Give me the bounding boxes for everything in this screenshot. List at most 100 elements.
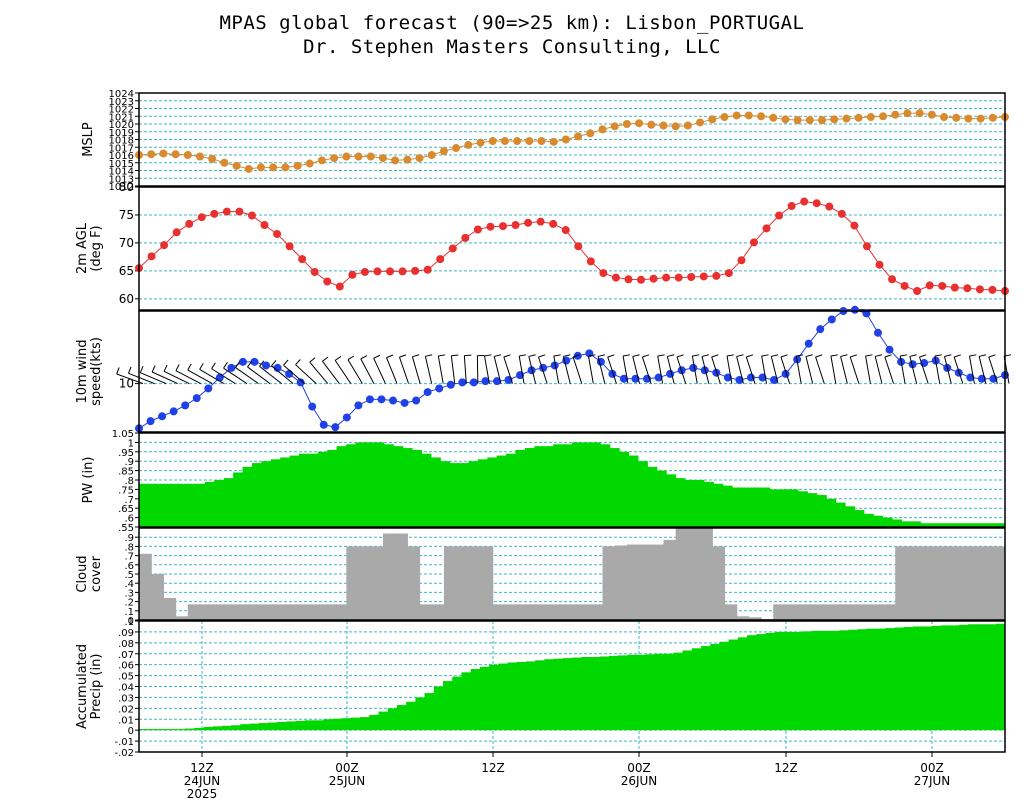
wind-point xyxy=(365,395,374,404)
wind-barb-flag xyxy=(865,354,873,357)
temp-point xyxy=(273,229,282,238)
wind-point xyxy=(146,417,155,426)
wind-barb-flag xyxy=(386,354,394,359)
precip-bar xyxy=(958,624,969,731)
y-tick-label: .09 xyxy=(118,628,134,639)
wind-barb xyxy=(657,355,664,384)
pw-bar xyxy=(844,506,855,527)
wind-barb-flag xyxy=(334,356,342,361)
wind-barb xyxy=(909,356,918,384)
mslp-point xyxy=(647,120,656,129)
pw-bar xyxy=(779,489,790,527)
mslp-point xyxy=(769,113,778,122)
wind-barb-flag xyxy=(701,354,709,357)
x-tick-label: 00Z xyxy=(627,761,651,775)
y-tick-label: 1021 xyxy=(109,112,134,123)
wind-point xyxy=(181,401,190,410)
precip-bar xyxy=(295,720,306,731)
cloud-bar xyxy=(773,604,787,620)
precip-bar xyxy=(304,720,315,731)
wind-barb xyxy=(587,355,594,384)
temp-point xyxy=(963,284,972,293)
precip-bar xyxy=(323,719,334,731)
wind-barb-flag xyxy=(139,366,144,373)
wind-point xyxy=(308,402,317,411)
precip-bar xyxy=(157,729,168,731)
precip-bar xyxy=(572,657,582,731)
pw-bar xyxy=(666,474,677,527)
pw-bar xyxy=(261,461,272,527)
cloud-bar xyxy=(456,546,469,620)
wind-barb xyxy=(187,369,213,385)
temp-point xyxy=(938,281,947,290)
mslp-point xyxy=(256,163,265,172)
precip-bar xyxy=(857,629,868,731)
precip-bar xyxy=(793,631,803,731)
wind-barb xyxy=(865,355,871,384)
precip-bar xyxy=(747,635,757,731)
precip-bar xyxy=(673,652,684,731)
precip-bar xyxy=(387,708,398,731)
pw-bar xyxy=(204,481,215,527)
precip-bar xyxy=(139,729,149,731)
wind-barb-flag xyxy=(979,354,987,357)
y-tick-label: .4 xyxy=(124,579,134,590)
y-tick-label: 0 xyxy=(128,726,134,737)
mslp-point xyxy=(940,113,949,122)
precip-bar xyxy=(765,633,776,731)
wind-barb-flag xyxy=(563,354,571,357)
precip-bar xyxy=(516,661,527,731)
wind-point xyxy=(158,412,167,421)
wind-barb xyxy=(711,356,721,384)
mslp-point xyxy=(781,115,790,124)
wind-point xyxy=(469,378,478,387)
precip-bar xyxy=(470,669,481,731)
wind-barb-flag xyxy=(726,354,734,357)
precip-bar xyxy=(175,729,186,731)
wind-barb-flag xyxy=(373,354,381,359)
precip-bar xyxy=(894,627,905,731)
wind-barb-flag xyxy=(528,354,536,357)
temp-point xyxy=(561,226,570,235)
wind-barb-flag xyxy=(247,361,253,368)
y-tick-label: 1018 xyxy=(109,136,134,147)
pw-bar xyxy=(496,455,507,527)
pw-bar xyxy=(468,461,479,527)
y-tick-label: 70 xyxy=(119,236,134,250)
cloud-bar xyxy=(370,546,384,620)
wind-barb-flag xyxy=(623,354,631,357)
wind-barb-flag xyxy=(840,354,848,357)
mslp-point xyxy=(708,115,717,124)
wind-barb xyxy=(373,358,386,384)
pw-bar xyxy=(402,448,413,527)
wind-barb-flag xyxy=(642,354,650,358)
precip-bar xyxy=(249,723,260,731)
wind-point xyxy=(735,375,744,384)
precip-bar xyxy=(691,648,702,731)
wind-barb-flag xyxy=(175,364,180,371)
cloud-bar xyxy=(907,546,921,620)
wind-point xyxy=(492,377,501,386)
pw-bar xyxy=(590,442,601,527)
cloud-bar xyxy=(834,604,848,620)
pw-bar xyxy=(459,463,470,527)
x-tick-label: 24JUN xyxy=(184,774,221,788)
wind-barb-flag xyxy=(746,354,754,358)
y-tick-label: .55 xyxy=(118,523,134,534)
pw-bar xyxy=(826,498,837,527)
precip-bar xyxy=(258,723,269,731)
wind-barb-flag xyxy=(295,359,301,366)
pw-bar xyxy=(901,521,912,527)
temp-point xyxy=(436,255,445,264)
precip-bar xyxy=(369,714,380,731)
y-tick-label: .1 xyxy=(124,607,134,618)
precip-bar xyxy=(737,637,748,731)
temp-point xyxy=(147,252,156,261)
pw-bar xyxy=(553,444,564,527)
mslp-point xyxy=(366,152,375,161)
wind-point xyxy=(400,398,409,407)
wind-point xyxy=(700,366,709,375)
cloud-bar xyxy=(639,544,652,620)
wind-barb xyxy=(128,372,155,385)
chart-subtitle: Dr. Stephen Masters Consulting, LLC xyxy=(303,36,721,58)
